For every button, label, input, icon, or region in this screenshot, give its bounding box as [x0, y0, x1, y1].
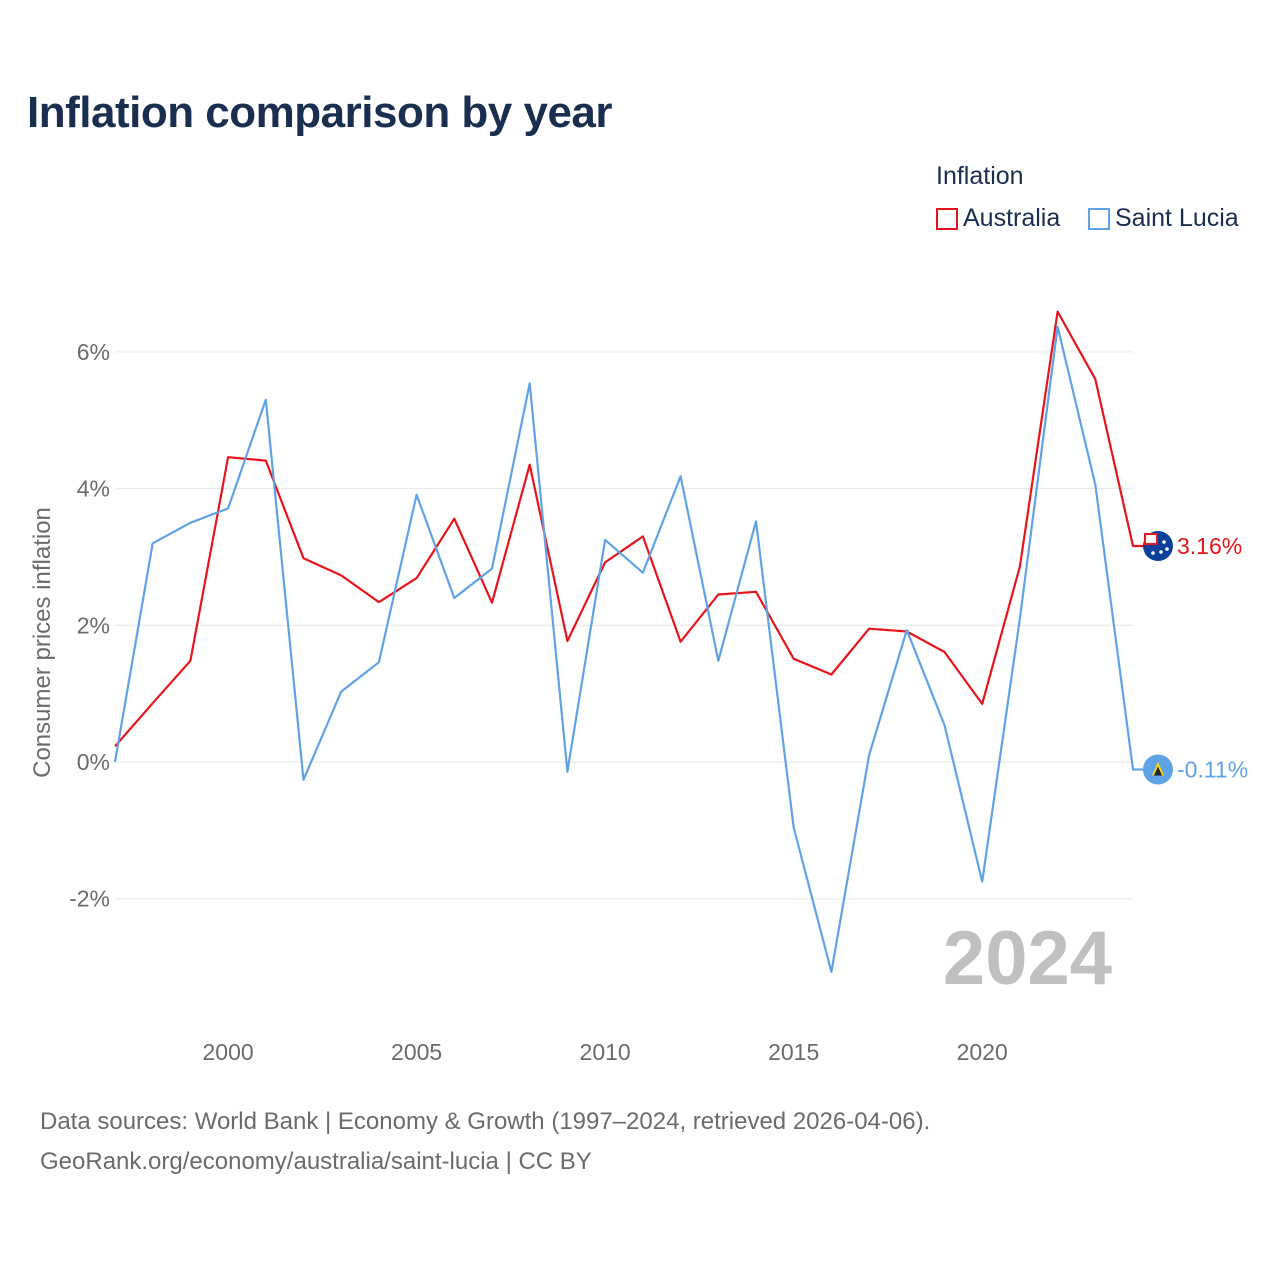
data-point [301, 777, 307, 783]
data-point [150, 540, 156, 546]
data-point [866, 752, 872, 758]
end-marker-australia [1143, 531, 1173, 562]
data-point [678, 639, 684, 645]
chart-title: Inflation comparison by year [27, 88, 613, 137]
data-point [753, 518, 759, 524]
data-point [564, 638, 570, 644]
data-point [376, 599, 382, 605]
data-point [1130, 767, 1136, 773]
end-marker-saint-lucia [1143, 754, 1173, 785]
data-point [941, 722, 947, 728]
data-point [1130, 543, 1136, 549]
data-point [828, 969, 834, 975]
legend-item-australia[interactable]: Australia [936, 204, 1060, 233]
data-point [715, 592, 721, 598]
source-line-2[interactable]: GeoRank.org/economy/australia/saint-luci… [40, 1148, 592, 1175]
y-tick-label: 2% [77, 612, 110, 638]
data-point [602, 537, 608, 543]
data-point [187, 520, 193, 526]
legend-label-australia: Australia [963, 204, 1061, 232]
end-label-saint-lucia: -0.11% [1177, 757, 1248, 783]
data-point [1092, 376, 1098, 382]
x-tick-label: 2005 [391, 1039, 442, 1065]
x-tick-label: 2010 [580, 1039, 631, 1065]
y-tick-label: -2% [69, 886, 110, 912]
data-point [1017, 615, 1023, 621]
data-point [1055, 324, 1061, 330]
data-point [527, 462, 533, 468]
legend-label-saint-lucia: Saint Lucia [1115, 204, 1239, 232]
year-watermark: 2024 [943, 916, 1112, 1001]
data-point [414, 575, 420, 581]
data-point [1017, 564, 1023, 570]
data-point [640, 570, 646, 576]
data-point [414, 492, 420, 498]
legend-title: Inflation [936, 162, 1024, 190]
data-point [112, 759, 118, 765]
data-point [263, 458, 269, 464]
data-point [225, 505, 231, 511]
data-point [904, 627, 910, 633]
x-tick-label: 2020 [957, 1039, 1008, 1065]
data-point [602, 559, 608, 565]
data-point [715, 658, 721, 664]
data-point [791, 656, 797, 662]
data-point [753, 589, 759, 595]
y-axis-title: Consumer prices inflation [29, 507, 56, 778]
x-tick-label: 2015 [768, 1039, 819, 1065]
y-tick-label: 0% [77, 749, 110, 775]
data-point [866, 626, 872, 632]
legend-item-saint-lucia[interactable]: Saint Lucia [1088, 204, 1239, 233]
data-point [979, 879, 985, 885]
data-point [489, 600, 495, 606]
end-label-australia: 3.16% [1177, 533, 1242, 559]
data-point [301, 555, 307, 561]
legend-swatch-saint-lucia [1088, 207, 1110, 230]
data-point [451, 516, 457, 522]
data-point [979, 701, 985, 707]
legend-swatch-australia [936, 207, 958, 230]
data-point [489, 566, 495, 572]
data-point [941, 649, 947, 655]
data-point [1092, 481, 1098, 487]
y-tick-label: 4% [77, 476, 110, 502]
series-line-australia [114, 310, 1158, 748]
data-point [791, 825, 797, 831]
data-point [1055, 309, 1061, 315]
data-point [451, 595, 457, 601]
x-tick-label: 2000 [203, 1039, 254, 1065]
data-point [225, 454, 231, 460]
data-point [527, 380, 533, 386]
data-point [150, 700, 156, 706]
data-point [338, 572, 344, 578]
y-tick-label: 6% [77, 339, 110, 365]
data-point [564, 769, 570, 775]
data-point [828, 672, 834, 678]
data-point [678, 473, 684, 479]
data-point [187, 658, 193, 664]
data-point [376, 659, 382, 665]
data-point [338, 689, 344, 695]
series-line-saint-lucia [113, 325, 1158, 973]
data-point [640, 533, 646, 539]
data-point [263, 397, 269, 403]
source-line-1: Data sources: World Bank | Economy & Gro… [40, 1108, 931, 1135]
